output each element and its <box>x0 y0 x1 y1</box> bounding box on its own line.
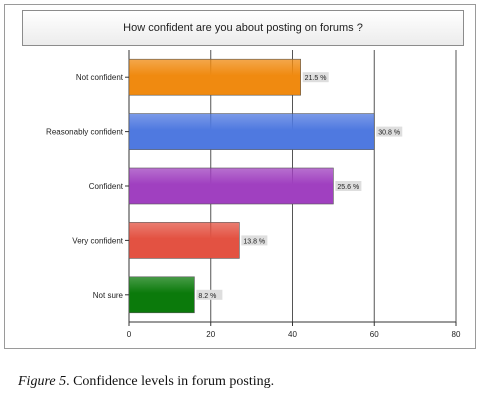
data-label-box <box>376 126 403 137</box>
bar <box>128 58 301 96</box>
figure-caption: Figure 5. Confidence levels in forum pos… <box>18 374 274 390</box>
data-label: 30.8 % <box>378 130 400 137</box>
bar <box>128 113 375 150</box>
category-label: Not sure <box>93 291 124 300</box>
chart-title-box: How confident are you about posting on f… <box>22 10 464 46</box>
data-label: 21.5 % <box>305 75 327 82</box>
data-label-box <box>196 289 223 300</box>
chart-title: How confident are you about posting on f… <box>123 22 363 34</box>
x-tick-label: 0 <box>127 330 132 339</box>
bar <box>128 167 334 205</box>
caption-text: . Confidence levels in forum posting. <box>66 374 275 389</box>
data-label-box <box>302 72 329 83</box>
category-label: Confident <box>89 182 124 191</box>
data-label: 13.8 % <box>243 238 265 245</box>
x-tick-label: 60 <box>370 330 379 339</box>
x-tick-label: 80 <box>452 330 461 339</box>
x-tick-label: 40 <box>288 330 297 339</box>
category-label: Very confident <box>72 236 123 245</box>
category-label: Not confident <box>76 73 124 82</box>
category-label: Reasonably confident <box>46 128 124 137</box>
bar <box>128 276 195 314</box>
figure-label: Figure 5 <box>18 374 67 389</box>
x-tick-label: 20 <box>206 330 215 339</box>
data-label: 8.2 % <box>198 293 216 300</box>
bar-chart: 0 20 40 60 80 Not confident 21.5 % Reasonably c… <box>46 50 461 339</box>
data-label: 25.6 % <box>337 184 359 191</box>
data-label-box <box>335 181 362 191</box>
bar <box>128 222 240 259</box>
data-label-box <box>241 235 268 246</box>
